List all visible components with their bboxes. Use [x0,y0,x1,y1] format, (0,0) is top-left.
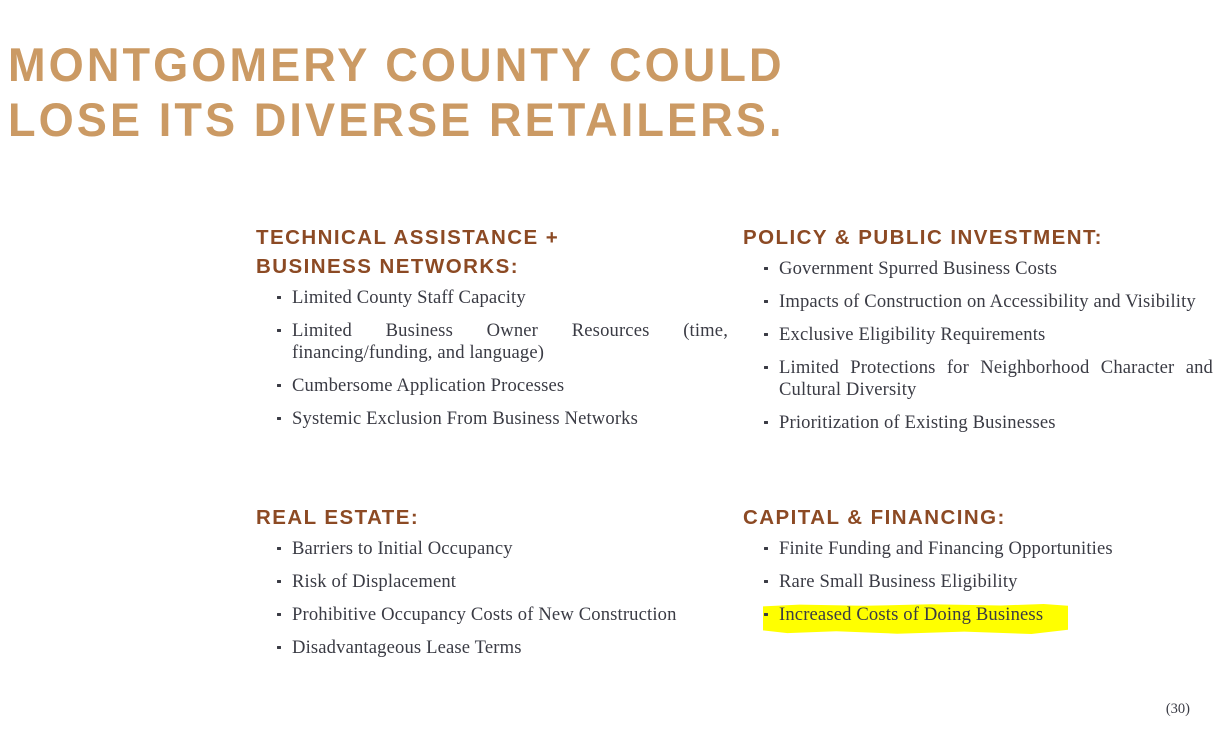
page-number: (30) [1165,701,1190,717]
bullet-list-technical-assistance: Limited County Staff Capacity Limited Bu… [256,287,728,430]
bullet-dot-icon [764,546,768,550]
page-title: Montgomery County Could Lose Its Diverse… [8,38,785,147]
section-heading-real-estate: Real Estate: [256,506,420,529]
list-item-text: Systemic Exclusion From Business Network… [292,408,638,429]
list-item: Prohibitive Occupancy Costs of New Const… [256,604,728,626]
list-item-text: Disadvantageous Lease Terms [292,637,522,658]
list-item: Rare Small Business Eligibility [743,571,1213,593]
bullet-dot-icon [764,365,768,369]
list-item-text: Finite Funding and Financing Opportuniti… [779,538,1113,559]
section-heading-capital-financing: Capital & Financing: [743,506,1006,529]
bullet-dot-icon [764,332,768,336]
section-heading-technical-assistance: Technical Assistance + Business Networks… [256,226,560,278]
list-item: Exclusive Eligibility Requirements [743,324,1213,346]
bullet-dot-icon [764,299,768,303]
section-policy-public-investment: Policy & Public Investment: Government S… [743,223,1213,434]
list-item-text: Impacts of Construction on Accessibility… [779,291,1196,312]
list-item: Limited Business Owner Resources (time, … [256,320,728,364]
bullet-dot-icon [764,579,768,583]
list-item-highlighted: Increased Costs of Doing Business [743,604,1213,626]
section-real-estate: Real Estate: Barriers to Initial Occupan… [256,503,728,659]
bullet-list-policy-public-investment: Government Spurred Business Costs Impact… [743,258,1213,434]
bullet-dot-icon [764,266,768,270]
bullet-dot-icon [277,295,281,299]
list-item: Systemic Exclusion From Business Network… [256,408,728,430]
list-item-text: Government Spurred Business Costs [779,258,1058,279]
list-item: Risk of Displacement [256,571,728,593]
list-item: Impacts of Construction on Accessibility… [743,291,1213,313]
yellow-highlight-mark [763,604,1068,634]
list-item-text: Risk of Displacement [292,571,457,592]
bullet-list-real-estate: Barriers to Initial Occupancy Risk of Di… [256,538,728,659]
section-capital-financing: Capital & Financing: Finite Funding and … [743,503,1213,626]
bullet-list-capital-financing: Finite Funding and Financing Opportuniti… [743,538,1213,626]
list-item: Barriers to Initial Occupancy [256,538,728,560]
bullet-dot-icon [277,383,281,387]
list-item: Cumbersome Application Processes [256,375,728,397]
list-item: Government Spurred Business Costs [743,258,1213,280]
bullet-dot-icon [764,612,768,616]
section-technical-assistance-business-networks: Technical Assistance + Business Networks… [256,223,728,430]
bullet-dot-icon [277,579,281,583]
list-item: Limited Protections for Neighborhood Cha… [743,357,1213,401]
list-item-text: Rare Small Business Eligibility [779,571,1018,592]
list-item-text: Exclusive Eligibility Requirements [779,324,1046,345]
list-item: Prioritization of Existing Businesses [743,412,1213,434]
bullet-dot-icon [764,420,768,424]
list-item-text: Barriers to Initial Occupancy [292,538,513,559]
bullet-dot-icon [277,645,281,649]
bullet-dot-icon [277,612,281,616]
list-item-text: Prioritization of Existing Businesses [779,412,1056,433]
list-item-text: Limited Protections for Neighborhood Cha… [779,357,1213,400]
list-item: Disadvantageous Lease Terms [256,637,728,659]
list-item-text: Limited County Staff Capacity [292,287,526,308]
list-item-text: Prohibitive Occupancy Costs of New Const… [292,604,677,625]
list-item-text: Limited Business Owner Resources (time, … [292,320,728,363]
bullet-dot-icon [277,416,281,420]
list-item-text: Increased Costs of Doing Business [779,604,1044,625]
bullet-dot-icon [277,328,281,332]
list-item: Limited County Staff Capacity [256,287,728,309]
section-heading-policy-public-investment: Policy & Public Investment: [743,226,1103,249]
list-item: Finite Funding and Financing Opportuniti… [743,538,1213,560]
list-item-text: Cumbersome Application Processes [292,375,565,396]
bullet-dot-icon [277,546,281,550]
